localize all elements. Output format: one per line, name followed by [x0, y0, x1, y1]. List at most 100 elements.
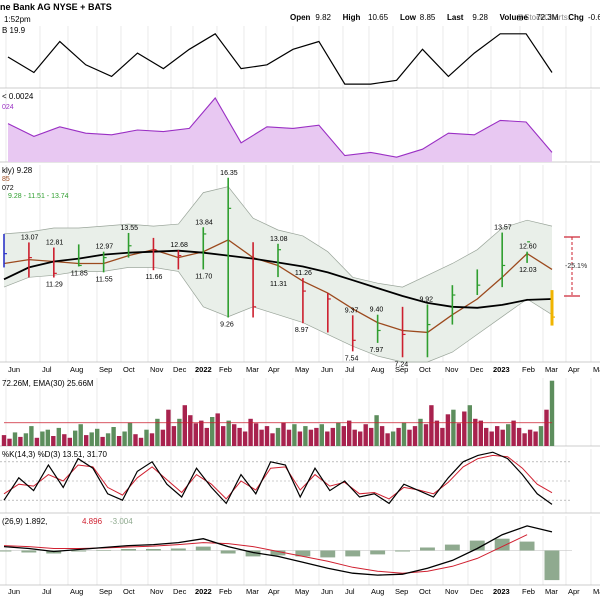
- volume-bar-2: [12, 432, 18, 446]
- volume-bar-25: [138, 437, 144, 446]
- volume-bar-46: [253, 423, 259, 446]
- volume-bar-19: [105, 433, 111, 446]
- price-legend-0: 85: [2, 176, 10, 183]
- volume-bar-3: [18, 436, 23, 446]
- x-tick-0-0: Jun: [8, 365, 20, 374]
- x-tick-0-10: Apr: [268, 365, 280, 374]
- x-tick-1-17: Nov: [445, 587, 459, 596]
- volume-bar-26: [144, 429, 149, 446]
- volume-bar-97: [533, 431, 538, 446]
- chart-time: 1:52pm: [4, 15, 31, 24]
- volume-bar-74: [407, 429, 412, 446]
- price-value-label-24: 12.03: [519, 267, 537, 274]
- x-tick-1-9: Mar: [246, 587, 259, 596]
- volume-bar-49: [270, 433, 275, 446]
- price-value-label-3: 11.85: [71, 270, 88, 277]
- volume-bar-37: [204, 427, 209, 446]
- volume-bar-99: [544, 409, 549, 446]
- x-axis: Jun Jul Aug Sep Oct Nov Dec 2022 Feb Mar Apr May Jun…: [8, 365, 600, 596]
- volume-bar-56: [308, 429, 314, 446]
- macd-hist-bar-17: [420, 547, 435, 551]
- price-value-label-22: 9.92: [419, 296, 433, 303]
- price-value-label-13: 13.08: [270, 236, 288, 243]
- x-tick-1-8: Feb: [219, 587, 232, 596]
- x-tick-0-14: Aug: [371, 365, 384, 374]
- volume-bar-82: [451, 409, 456, 446]
- macd-hist-bar-14: [345, 550, 361, 557]
- volume-bar-16: [89, 432, 94, 446]
- volume-bar-51: [281, 422, 286, 446]
- volume-bar-72: [396, 427, 401, 446]
- x-tick-1-23: May: [593, 587, 600, 596]
- volume-bar-8: [45, 429, 50, 446]
- volume-bar-89: [489, 431, 494, 446]
- x-tick-0-23: May: [593, 365, 600, 374]
- x-tick-0-19: 2023: [493, 365, 510, 374]
- volume-bar-44: [242, 431, 248, 446]
- volume-bar-32: [177, 418, 182, 446]
- volume-bar-0: [1, 435, 7, 446]
- x-tick-1-11: May: [295, 587, 309, 596]
- volume-bar-79: [434, 420, 440, 446]
- volume-panel: 72.26M, EMA(30) 25.66M: [1, 379, 555, 446]
- x-tick-1-10: Apr: [268, 587, 280, 596]
- price-value-label-9: 11.70: [195, 273, 212, 280]
- volume-bar-12: [67, 437, 72, 446]
- price-legend-2: 9.28 - 11.51 - 13.74: [8, 193, 69, 200]
- macd-hist-bar-1: [21, 550, 37, 553]
- volume-bar-31: [171, 426, 177, 446]
- volume-bar-54: [297, 431, 303, 446]
- x-tick-1-5: Nov: [150, 587, 164, 596]
- x-tick-1-0: Jun: [8, 587, 20, 596]
- x-tick-0-17: Nov: [445, 365, 459, 374]
- price-value-label-14: 11.31: [270, 281, 287, 288]
- price-value-label-25: 12.60: [519, 244, 537, 251]
- volume-bar-52: [286, 429, 292, 446]
- macd-hist-bar-21: [519, 541, 535, 551]
- volume-bar-6: [34, 437, 40, 446]
- x-tick-1-13: Jul: [345, 587, 355, 596]
- volume-bar-34: [188, 415, 193, 446]
- rsi-panel: < 0.0024 024: [2, 92, 553, 162]
- volume-bar-30: [166, 409, 171, 446]
- x-tick-0-13: Jul: [345, 365, 355, 374]
- price-value-label-20: 7.97: [370, 347, 384, 354]
- price-value-label-0: 13.07: [21, 234, 39, 241]
- x-tick-1-3: Sep: [99, 587, 112, 596]
- x-tick-0-2: Aug: [70, 365, 83, 374]
- x-tick-1-15: Sep: [395, 587, 408, 596]
- volume-bar-4: [23, 433, 29, 446]
- macd-hist-bar-11: [270, 550, 286, 556]
- price-legend-1: 072: [2, 185, 14, 192]
- volume-bar-42: [232, 424, 237, 446]
- price-value-label-7: 11.66: [145, 274, 162, 281]
- quote-value-1: 10.65: [368, 13, 389, 22]
- macd-hist-bar-7: [170, 548, 186, 551]
- macd-hist-bar-18: [444, 544, 460, 551]
- volume-bar-67: [369, 427, 374, 446]
- price-value-label-4: 12.97: [96, 244, 114, 251]
- volume-bar-48: [264, 426, 270, 446]
- volume-bar-77: [423, 424, 429, 446]
- quote-value-5: -0.61 (-6.12: [588, 13, 600, 22]
- x-tick-1-12: Jun: [321, 587, 333, 596]
- volume-bar-80: [440, 427, 445, 446]
- volume-bar-5: [29, 426, 34, 446]
- volume-bar-73: [401, 422, 407, 446]
- price-value-label-21: 7.24: [395, 361, 409, 368]
- price-value-label-12: 9.26: [220, 321, 234, 328]
- x-tick-1-18: Dec: [470, 587, 484, 596]
- x-tick-1-4: Oct: [123, 587, 136, 596]
- adx-label: B 19.9: [2, 26, 26, 35]
- quote-label-4: Volume: [500, 13, 529, 22]
- volume-bar-61: [336, 422, 341, 446]
- volume-bar-78: [429, 405, 434, 446]
- volume-bar-35: [193, 423, 198, 446]
- price-value-label-23: 13.57: [494, 225, 512, 232]
- range-annotation-label: -25.1%: [565, 263, 587, 270]
- macd-hist-bar-6: [146, 549, 161, 551]
- chart-header: ne Bank AG NYSE + BATS 1:52pm @StockChar…: [0, 2, 600, 24]
- volume-bar-65: [358, 431, 363, 446]
- macd-hist-bar-5: [121, 549, 136, 551]
- volume-bar-87: [478, 420, 483, 446]
